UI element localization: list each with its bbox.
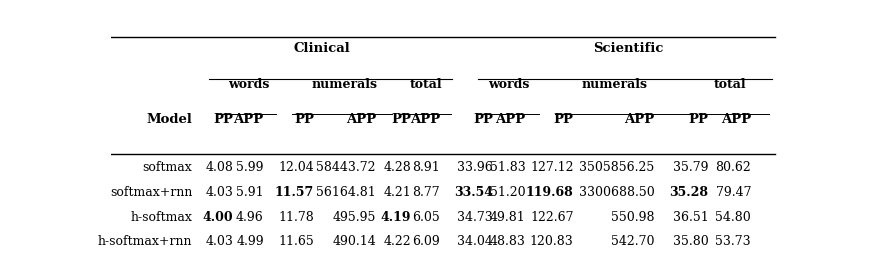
Text: numerals: numerals [312,78,378,91]
Text: words: words [228,78,269,91]
Text: PP: PP [688,113,709,126]
Text: 4.21: 4.21 [384,186,411,199]
Text: 34.73: 34.73 [457,211,493,224]
Text: APP: APP [409,113,440,126]
Text: 4.96: 4.96 [236,211,264,224]
Text: 35.79: 35.79 [673,161,709,174]
Text: 51.83: 51.83 [489,161,526,174]
Text: 550.98: 550.98 [611,211,654,224]
Text: Scientific: Scientific [592,42,663,55]
Text: 3505856.25: 3505856.25 [580,161,654,174]
Text: 34.04: 34.04 [457,236,493,248]
Text: 12.04: 12.04 [278,161,314,174]
Text: PP: PP [213,113,234,126]
Text: APP: APP [234,113,264,126]
Text: 4.28: 4.28 [384,161,411,174]
Text: APP: APP [624,113,654,126]
Text: 490.14: 490.14 [332,236,376,248]
Text: softmax: softmax [142,161,192,174]
Text: 6.05: 6.05 [412,211,440,224]
Text: 495.95: 495.95 [333,211,376,224]
Text: 5.91: 5.91 [236,186,264,199]
Text: 56164.81: 56164.81 [316,186,376,199]
Text: total: total [713,78,746,91]
Text: PP: PP [553,113,574,126]
Text: 58443.72: 58443.72 [316,161,376,174]
Text: 5.99: 5.99 [236,161,264,174]
Text: PP: PP [391,113,411,126]
Text: 49.81: 49.81 [489,211,526,224]
Text: 3300688.50: 3300688.50 [579,186,654,199]
Text: 4.19: 4.19 [381,211,411,224]
Text: 119.68: 119.68 [526,186,574,199]
Text: Model: Model [147,113,192,126]
Text: 54.80: 54.80 [715,211,751,224]
Text: 120.83: 120.83 [530,236,574,248]
Text: APP: APP [721,113,751,126]
Text: APP: APP [495,113,526,126]
Text: 4.03: 4.03 [206,236,234,248]
Text: 4.08: 4.08 [206,161,234,174]
Text: 11.78: 11.78 [278,211,314,224]
Text: PP: PP [473,113,493,126]
Text: 4.03: 4.03 [206,186,234,199]
Text: 4.99: 4.99 [236,236,264,248]
Text: 127.12: 127.12 [530,161,574,174]
Text: total: total [409,78,442,91]
Text: h-softmax: h-softmax [131,211,192,224]
Text: words: words [488,78,529,91]
Text: 8.91: 8.91 [412,161,440,174]
Text: 33.96: 33.96 [457,161,493,174]
Text: 542.70: 542.70 [611,236,654,248]
Text: 6.09: 6.09 [412,236,440,248]
Text: Clinical: Clinical [294,42,351,55]
Text: 4.22: 4.22 [384,236,411,248]
Text: h-softmax+rnn: h-softmax+rnn [98,236,192,248]
Text: softmax+rnn: softmax+rnn [110,186,192,199]
Text: 53.73: 53.73 [716,236,751,248]
Text: 80.62: 80.62 [715,161,751,174]
Text: 11.57: 11.57 [274,186,314,199]
Text: 48.83: 48.83 [489,236,526,248]
Text: 51.20: 51.20 [489,186,526,199]
Text: 8.77: 8.77 [412,186,440,199]
Text: 33.54: 33.54 [454,186,493,199]
Text: PP: PP [294,113,314,126]
Text: APP: APP [345,113,376,126]
Text: 11.65: 11.65 [278,236,314,248]
Text: 36.51: 36.51 [672,211,709,224]
Text: 4.00: 4.00 [202,211,234,224]
Text: 35.28: 35.28 [670,186,709,199]
Text: 79.47: 79.47 [716,186,751,199]
Text: 122.67: 122.67 [530,211,574,224]
Text: numerals: numerals [581,78,647,91]
Text: 35.80: 35.80 [672,236,709,248]
